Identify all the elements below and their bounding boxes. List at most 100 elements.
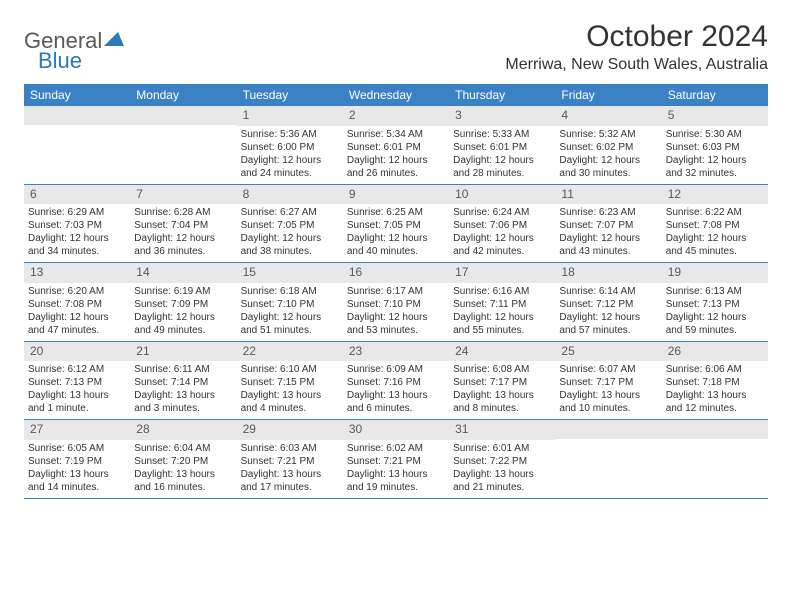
sunrise-text: Sunrise: 5:33 AM	[453, 128, 551, 141]
sunset-text: Sunset: 7:04 PM	[134, 219, 232, 232]
day-number: 11	[555, 185, 661, 205]
sunrise-text: Sunrise: 6:17 AM	[347, 285, 445, 298]
day-header: Friday	[555, 84, 661, 106]
day-number: 4	[555, 106, 661, 126]
calendar-cell	[130, 106, 236, 184]
sunrise-text: Sunrise: 6:11 AM	[134, 363, 232, 376]
calendar-cell: 15Sunrise: 6:18 AMSunset: 7:10 PMDayligh…	[237, 263, 343, 341]
daylight-text: Daylight: 12 hours and 42 minutes.	[453, 232, 551, 258]
day-number: 10	[449, 185, 555, 205]
daylight-text: Daylight: 13 hours and 6 minutes.	[347, 389, 445, 415]
day-content: Sunrise: 6:04 AMSunset: 7:20 PMDaylight:…	[130, 440, 236, 498]
daylight-text: Daylight: 13 hours and 16 minutes.	[134, 468, 232, 494]
day-content: Sunrise: 6:25 AMSunset: 7:05 PMDaylight:…	[343, 204, 449, 262]
day-content: Sunrise: 5:32 AMSunset: 6:02 PMDaylight:…	[555, 126, 661, 184]
sunrise-text: Sunrise: 6:03 AM	[241, 442, 339, 455]
sunrise-text: Sunrise: 6:08 AM	[453, 363, 551, 376]
calendar-cell: 18Sunrise: 6:14 AMSunset: 7:12 PMDayligh…	[555, 263, 661, 341]
day-number: 12	[662, 185, 768, 205]
sunset-text: Sunset: 7:05 PM	[241, 219, 339, 232]
day-content: Sunrise: 6:12 AMSunset: 7:13 PMDaylight:…	[24, 361, 130, 419]
day-content: Sunrise: 6:13 AMSunset: 7:13 PMDaylight:…	[662, 283, 768, 341]
sunrise-text: Sunrise: 6:19 AM	[134, 285, 232, 298]
title-block: October 2024 Merriwa, New South Wales, A…	[505, 20, 768, 74]
sunrise-text: Sunrise: 6:25 AM	[347, 206, 445, 219]
sunset-text: Sunset: 7:05 PM	[347, 219, 445, 232]
daylight-text: Daylight: 12 hours and 32 minutes.	[666, 154, 764, 180]
empty-day	[130, 106, 236, 125]
day-number: 22	[237, 342, 343, 362]
sunrise-text: Sunrise: 6:24 AM	[453, 206, 551, 219]
sunset-text: Sunset: 7:18 PM	[666, 376, 764, 389]
sunrise-text: Sunrise: 6:10 AM	[241, 363, 339, 376]
daylight-text: Daylight: 12 hours and 43 minutes.	[559, 232, 657, 258]
month-title: October 2024	[505, 20, 768, 54]
sunset-text: Sunset: 7:13 PM	[28, 376, 126, 389]
day-content: Sunrise: 5:34 AMSunset: 6:01 PMDaylight:…	[343, 126, 449, 184]
calendar-cell: 5Sunrise: 5:30 AMSunset: 6:03 PMDaylight…	[662, 106, 768, 184]
calendar-cell	[662, 420, 768, 498]
day-content: Sunrise: 5:36 AMSunset: 6:00 PMDaylight:…	[237, 126, 343, 184]
day-content: Sunrise: 6:03 AMSunset: 7:21 PMDaylight:…	[237, 440, 343, 498]
calendar-row: 20Sunrise: 6:12 AMSunset: 7:13 PMDayligh…	[24, 342, 768, 421]
sunset-text: Sunset: 6:03 PM	[666, 141, 764, 154]
sunrise-text: Sunrise: 5:32 AM	[559, 128, 657, 141]
location-text: Merriwa, New South Wales, Australia	[505, 56, 768, 74]
day-content: Sunrise: 6:29 AMSunset: 7:03 PMDaylight:…	[24, 204, 130, 262]
day-number: 21	[130, 342, 236, 362]
logo-blue-text-wrap: Blue	[40, 48, 82, 74]
daylight-text: Daylight: 12 hours and 59 minutes.	[666, 311, 764, 337]
day-number: 8	[237, 185, 343, 205]
sunrise-text: Sunrise: 5:34 AM	[347, 128, 445, 141]
sunrise-text: Sunrise: 6:02 AM	[347, 442, 445, 455]
calendar-header-row: SundayMondayTuesdayWednesdayThursdayFrid…	[24, 84, 768, 106]
daylight-text: Daylight: 13 hours and 17 minutes.	[241, 468, 339, 494]
day-content: Sunrise: 6:16 AMSunset: 7:11 PMDaylight:…	[449, 283, 555, 341]
daylight-text: Daylight: 12 hours and 57 minutes.	[559, 311, 657, 337]
sunset-text: Sunset: 7:07 PM	[559, 219, 657, 232]
calendar-cell: 3Sunrise: 5:33 AMSunset: 6:01 PMDaylight…	[449, 106, 555, 184]
calendar-cell: 1Sunrise: 5:36 AMSunset: 6:00 PMDaylight…	[237, 106, 343, 184]
day-number: 9	[343, 185, 449, 205]
day-number: 24	[449, 342, 555, 362]
sunrise-text: Sunrise: 6:07 AM	[559, 363, 657, 376]
sunset-text: Sunset: 7:15 PM	[241, 376, 339, 389]
sunset-text: Sunset: 7:17 PM	[559, 376, 657, 389]
calendar-cell	[24, 106, 130, 184]
day-content: Sunrise: 6:14 AMSunset: 7:12 PMDaylight:…	[555, 283, 661, 341]
calendar: SundayMondayTuesdayWednesdayThursdayFrid…	[24, 84, 768, 499]
sunrise-text: Sunrise: 6:27 AM	[241, 206, 339, 219]
sunset-text: Sunset: 7:10 PM	[241, 298, 339, 311]
daylight-text: Daylight: 13 hours and 4 minutes.	[241, 389, 339, 415]
sunset-text: Sunset: 7:14 PM	[134, 376, 232, 389]
sunrise-text: Sunrise: 5:36 AM	[241, 128, 339, 141]
sunset-text: Sunset: 7:19 PM	[28, 455, 126, 468]
calendar-cell: 23Sunrise: 6:09 AMSunset: 7:16 PMDayligh…	[343, 342, 449, 420]
sunset-text: Sunset: 7:06 PM	[453, 219, 551, 232]
calendar-cell: 10Sunrise: 6:24 AMSunset: 7:06 PMDayligh…	[449, 185, 555, 263]
day-number: 18	[555, 263, 661, 283]
sunrise-text: Sunrise: 6:14 AM	[559, 285, 657, 298]
day-content: Sunrise: 6:05 AMSunset: 7:19 PMDaylight:…	[24, 440, 130, 498]
sunset-text: Sunset: 7:08 PM	[666, 219, 764, 232]
day-content: Sunrise: 6:27 AMSunset: 7:05 PMDaylight:…	[237, 204, 343, 262]
calendar-cell: 28Sunrise: 6:04 AMSunset: 7:20 PMDayligh…	[130, 420, 236, 498]
sunrise-text: Sunrise: 6:09 AM	[347, 363, 445, 376]
calendar-cell: 6Sunrise: 6:29 AMSunset: 7:03 PMDaylight…	[24, 185, 130, 263]
calendar-cell: 20Sunrise: 6:12 AMSunset: 7:13 PMDayligh…	[24, 342, 130, 420]
sunset-text: Sunset: 6:02 PM	[559, 141, 657, 154]
daylight-text: Daylight: 12 hours and 45 minutes.	[666, 232, 764, 258]
day-number: 1	[237, 106, 343, 126]
daylight-text: Daylight: 12 hours and 47 minutes.	[28, 311, 126, 337]
sunset-text: Sunset: 6:01 PM	[347, 141, 445, 154]
empty-day	[24, 106, 130, 125]
calendar-cell: 12Sunrise: 6:22 AMSunset: 7:08 PMDayligh…	[662, 185, 768, 263]
day-number: 7	[130, 185, 236, 205]
daylight-text: Daylight: 13 hours and 12 minutes.	[666, 389, 764, 415]
day-number: 16	[343, 263, 449, 283]
day-content: Sunrise: 5:33 AMSunset: 6:01 PMDaylight:…	[449, 126, 555, 184]
day-content: Sunrise: 6:20 AMSunset: 7:08 PMDaylight:…	[24, 283, 130, 341]
day-number: 6	[24, 185, 130, 205]
sunset-text: Sunset: 6:00 PM	[241, 141, 339, 154]
day-content: Sunrise: 6:01 AMSunset: 7:22 PMDaylight:…	[449, 440, 555, 498]
